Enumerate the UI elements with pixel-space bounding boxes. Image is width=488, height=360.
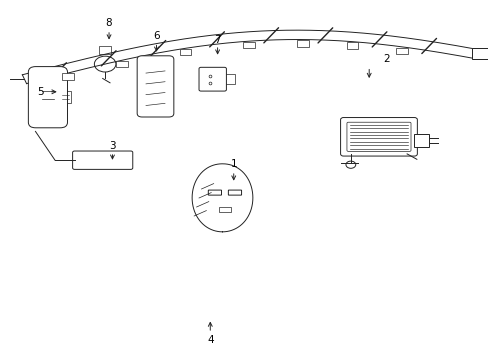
- Text: 4: 4: [206, 335, 213, 345]
- Bar: [296, 40, 308, 47]
- Bar: [471, 48, 488, 59]
- Text: 6: 6: [153, 31, 160, 41]
- FancyBboxPatch shape: [199, 67, 226, 91]
- FancyBboxPatch shape: [28, 67, 67, 128]
- FancyBboxPatch shape: [346, 122, 410, 151]
- FancyBboxPatch shape: [228, 190, 241, 195]
- Bar: [219, 207, 230, 212]
- Text: 5: 5: [37, 87, 43, 97]
- Bar: [60, 91, 71, 103]
- Text: 7: 7: [214, 35, 221, 45]
- Bar: [395, 48, 407, 54]
- Bar: [414, 134, 428, 147]
- FancyBboxPatch shape: [72, 151, 132, 169]
- Bar: [116, 61, 128, 67]
- Bar: [120, 154, 125, 166]
- FancyBboxPatch shape: [208, 190, 221, 195]
- Text: 3: 3: [109, 141, 116, 151]
- Bar: [85, 154, 91, 166]
- Bar: [106, 154, 111, 166]
- Bar: [99, 154, 104, 166]
- Bar: [62, 73, 74, 80]
- Text: 8: 8: [105, 18, 112, 28]
- FancyBboxPatch shape: [340, 117, 417, 156]
- Bar: [224, 74, 235, 84]
- Bar: [78, 154, 84, 166]
- Text: 2: 2: [382, 54, 389, 64]
- Bar: [179, 49, 191, 55]
- Text: 1: 1: [230, 159, 237, 169]
- Bar: [92, 154, 98, 166]
- Bar: [242, 42, 254, 48]
- Bar: [113, 154, 118, 166]
- FancyBboxPatch shape: [137, 56, 173, 117]
- Bar: [99, 46, 111, 54]
- Bar: [346, 42, 358, 49]
